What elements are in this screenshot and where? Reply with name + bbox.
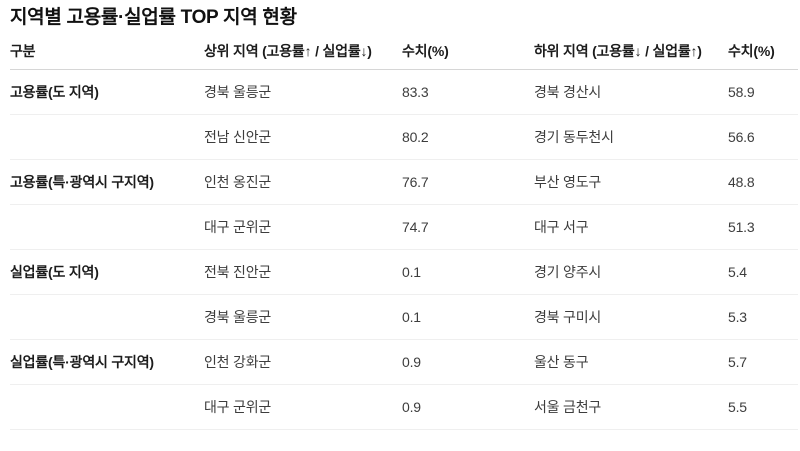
- cell-top-value: 80.2: [402, 114, 534, 160]
- cell-category: [10, 114, 204, 160]
- cell-bottom-region: 경기 동두천시: [534, 114, 728, 160]
- cell-top-region: 인천 강화군: [204, 339, 402, 385]
- cell-top-region: 전북 진안군: [204, 249, 402, 295]
- table-row: 전남 신안군 80.2 경기 동두천시 56.6: [10, 114, 798, 160]
- table-row: 실업률(도 지역) 전북 진안군 0.1 경기 양주시 5.4: [10, 249, 798, 295]
- cell-top-region: 대구 군위군: [204, 384, 402, 430]
- cell-top-region: 인천 옹진군: [204, 159, 402, 205]
- table-header: 구분 상위 지역 (고용률↑ / 실업률↓) 수치(%) 하위 지역 (고용률↓…: [10, 40, 798, 70]
- cell-category: [10, 294, 204, 340]
- cell-top-value: 0.1: [402, 249, 534, 295]
- table-row: 고용률(도 지역) 경북 울릉군 83.3 경북 경산시 58.9: [10, 69, 798, 115]
- col-header-bottom-value: 수치(%): [728, 40, 798, 70]
- col-header-category: 구분: [10, 40, 204, 70]
- cell-bottom-value: 51.3: [728, 204, 798, 250]
- cell-bottom-region: 경북 경산시: [534, 69, 728, 115]
- cell-category: 고용률(특·광역시 구지역): [10, 159, 204, 205]
- cell-bottom-value: 5.3: [728, 294, 798, 340]
- top-regions-table: 구분 상위 지역 (고용률↑ / 실업률↓) 수치(%) 하위 지역 (고용률↓…: [10, 40, 798, 430]
- page: 지역별 고용률·실업률 TOP 지역 현황 구분 상위 지역 (고용률↑ / 실…: [10, 7, 798, 430]
- cell-bottom-value: 5.4: [728, 249, 798, 295]
- table-body: 고용률(도 지역) 경북 울릉군 83.3 경북 경산시 58.9 전남 신안군…: [10, 69, 798, 430]
- cell-top-value: 74.7: [402, 204, 534, 250]
- col-header-top-region: 상위 지역 (고용률↑ / 실업률↓): [204, 40, 402, 70]
- cell-category: 고용률(도 지역): [10, 69, 204, 115]
- table-row: 경북 울릉군 0.1 경북 구미시 5.3: [10, 294, 798, 340]
- cell-top-value: 83.3: [402, 69, 534, 115]
- cell-category: [10, 384, 204, 430]
- cell-bottom-value: 5.7: [728, 339, 798, 385]
- table-row: 실업률(특·광역시 구지역) 인천 강화군 0.9 울산 동구 5.7: [10, 339, 798, 385]
- col-header-bottom-region: 하위 지역 (고용률↓ / 실업률↑): [534, 40, 728, 70]
- cell-bottom-value: 56.6: [728, 114, 798, 160]
- cell-bottom-region: 경북 구미시: [534, 294, 728, 340]
- cell-bottom-region: 서울 금천구: [534, 384, 728, 430]
- cell-category: [10, 204, 204, 250]
- table-row: 고용률(특·광역시 구지역) 인천 옹진군 76.7 부산 영도구 48.8: [10, 159, 798, 205]
- cell-top-value: 0.1: [402, 294, 534, 340]
- cell-bottom-region: 울산 동구: [534, 339, 728, 385]
- header-row: 구분 상위 지역 (고용률↑ / 실업률↓) 수치(%) 하위 지역 (고용률↓…: [10, 40, 798, 70]
- table-row: 대구 군위군 0.9 서울 금천구 5.5: [10, 384, 798, 430]
- cell-top-value: 76.7: [402, 159, 534, 205]
- cell-bottom-value: 5.5: [728, 384, 798, 430]
- table-row: 대구 군위군 74.7 대구 서구 51.3: [10, 204, 798, 250]
- cell-bottom-value: 48.8: [728, 159, 798, 205]
- cell-top-region: 경북 울릉군: [204, 69, 402, 115]
- cell-bottom-region: 부산 영도구: [534, 159, 728, 205]
- cell-top-region: 대구 군위군: [204, 204, 402, 250]
- cell-bottom-value: 58.9: [728, 69, 798, 115]
- cell-top-value: 0.9: [402, 339, 534, 385]
- cell-top-region: 경북 울릉군: [204, 294, 402, 340]
- cell-category: 실업률(특·광역시 구지역): [10, 339, 204, 385]
- cell-category: 실업률(도 지역): [10, 249, 204, 295]
- cell-bottom-region: 경기 양주시: [534, 249, 728, 295]
- cell-top-region: 전남 신안군: [204, 114, 402, 160]
- cell-top-value: 0.9: [402, 384, 534, 430]
- cell-bottom-region: 대구 서구: [534, 204, 728, 250]
- page-title: 지역별 고용률·실업률 TOP 지역 현황: [10, 7, 297, 28]
- col-header-top-value: 수치(%): [402, 40, 534, 70]
